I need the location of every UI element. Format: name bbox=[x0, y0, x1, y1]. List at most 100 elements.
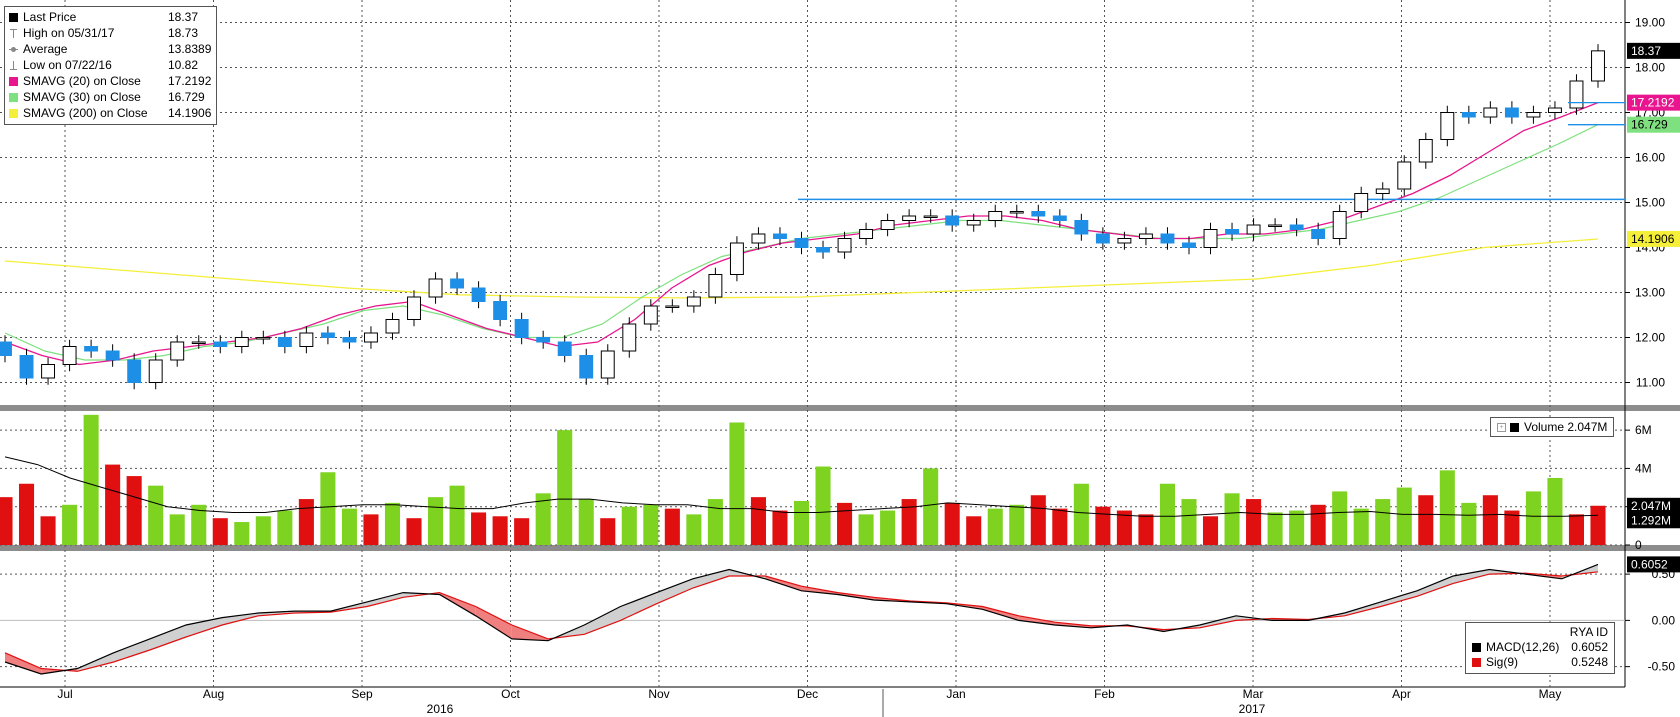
volume-bar bbox=[1289, 510, 1305, 545]
volume-bar bbox=[880, 510, 896, 545]
macd-fill bbox=[584, 606, 621, 635]
candle-body bbox=[0, 341, 12, 356]
expand-icon[interactable]: + bbox=[1497, 422, 1506, 432]
volume-average-line bbox=[4, 456, 1599, 517]
candle-body bbox=[945, 215, 960, 226]
macd-fill bbox=[1453, 569, 1490, 584]
volume-bar bbox=[1095, 506, 1111, 545]
candle-body bbox=[536, 337, 551, 343]
candle-body bbox=[1246, 224, 1261, 235]
candle-body bbox=[1397, 161, 1412, 190]
y-tick-label: 19.00 bbox=[1635, 16, 1665, 30]
volume-bar bbox=[1568, 514, 1585, 545]
candle-body bbox=[579, 355, 594, 379]
volume-tag: 2.047M bbox=[1631, 499, 1671, 513]
macd-fill bbox=[77, 652, 114, 672]
candle-body bbox=[773, 233, 787, 239]
macd-legend: RYA ID MACD(12,26) 0.6052 Sig(9) 0.5248 bbox=[1465, 622, 1615, 674]
candle-body bbox=[1203, 229, 1218, 248]
y-tick-label: 11.00 bbox=[1636, 376, 1665, 390]
volume-tag-bg bbox=[1627, 497, 1680, 514]
candle-body bbox=[450, 278, 465, 289]
volume-bar bbox=[320, 472, 336, 545]
candle-body bbox=[1182, 242, 1196, 248]
volume-bar bbox=[686, 514, 702, 545]
macd-swatch-icon bbox=[1472, 658, 1481, 667]
macd-legend-value: 0.5248 bbox=[1571, 655, 1608, 669]
volume-bar bbox=[298, 499, 314, 545]
candle-body bbox=[816, 247, 830, 253]
candle-body bbox=[1483, 107, 1498, 118]
candle-body bbox=[1289, 224, 1304, 230]
candle-body bbox=[557, 341, 572, 356]
macd-fill bbox=[149, 625, 187, 650]
candle-body bbox=[1375, 188, 1390, 194]
macd-legend-label: MACD(12,26) bbox=[1486, 640, 1560, 654]
x-tick-label: Aug bbox=[203, 687, 224, 701]
volume-bar bbox=[62, 504, 78, 545]
candle-body bbox=[299, 332, 314, 347]
volume-tick-label: 4M bbox=[1635, 461, 1652, 475]
legend-swatch-icon bbox=[9, 12, 18, 22]
macd-fill bbox=[222, 612, 259, 626]
candle-body bbox=[62, 346, 77, 365]
volume-bar bbox=[169, 514, 185, 545]
volume-bar bbox=[1246, 499, 1262, 545]
volume-bar bbox=[212, 518, 228, 545]
volume-bar bbox=[1396, 487, 1412, 545]
candle-body bbox=[105, 350, 120, 361]
volume-bar bbox=[578, 499, 594, 545]
candle-body bbox=[170, 341, 185, 361]
candle-body bbox=[708, 274, 723, 298]
macd-swatch-icon bbox=[1472, 643, 1481, 652]
macd-fill bbox=[692, 569, 730, 589]
volume-bar bbox=[1375, 499, 1391, 545]
volume-bar bbox=[664, 508, 680, 545]
volume-bar bbox=[277, 510, 293, 545]
volume-bar bbox=[514, 518, 530, 545]
candle-body bbox=[191, 341, 206, 344]
candle-body bbox=[1504, 107, 1519, 118]
candle-body bbox=[966, 220, 981, 226]
macd-fill bbox=[113, 638, 150, 663]
y-tick-label: 12.00 bbox=[1635, 331, 1665, 345]
volume-bar bbox=[363, 514, 379, 545]
legend-row: SMAVG (200) on Close 14.1906 bbox=[9, 105, 211, 121]
candle-body bbox=[1418, 139, 1433, 163]
x-tick-label: Dec bbox=[797, 687, 818, 701]
candle-body bbox=[1461, 112, 1476, 118]
candle-body bbox=[1225, 229, 1239, 235]
macd-fill bbox=[475, 606, 512, 639]
candle-body bbox=[1569, 80, 1584, 109]
volume-bar bbox=[557, 430, 573, 545]
candle-body bbox=[320, 332, 335, 338]
volume-bar bbox=[600, 518, 616, 545]
volume-bar bbox=[191, 504, 207, 545]
candle-body bbox=[686, 296, 701, 307]
legend-label: SMAVG (30) on Close bbox=[23, 90, 141, 104]
sma200-tag: 14.1906 bbox=[1631, 232, 1675, 246]
volume-bar bbox=[18, 483, 35, 545]
macd-fill bbox=[5, 652, 42, 675]
volume-bar bbox=[772, 510, 788, 545]
x-tick-label: Oct bbox=[501, 687, 520, 701]
legend-swatch-icon bbox=[9, 108, 18, 118]
x-tick-label: Jan bbox=[946, 687, 965, 701]
macd-fill bbox=[186, 617, 223, 638]
volume-bar bbox=[707, 499, 723, 545]
x-tick-label: Mar bbox=[1243, 687, 1264, 701]
macd-fill bbox=[656, 578, 693, 604]
volume-bar bbox=[406, 518, 422, 545]
average-marker-icon bbox=[9, 45, 18, 54]
volume-bar bbox=[384, 502, 401, 545]
legend-label: SMAVG (200) on Close bbox=[23, 106, 148, 120]
y-tick-label: 18.00 bbox=[1635, 61, 1665, 75]
pane-separator bbox=[0, 545, 1680, 551]
last-price-tag-bg bbox=[1627, 42, 1680, 59]
legend-swatch-icon bbox=[9, 76, 18, 86]
candle-body bbox=[1526, 112, 1541, 118]
legend-row: High on 05/31/17 18.73 bbox=[9, 25, 211, 41]
candle-body bbox=[342, 337, 357, 343]
candle-body bbox=[837, 238, 852, 253]
